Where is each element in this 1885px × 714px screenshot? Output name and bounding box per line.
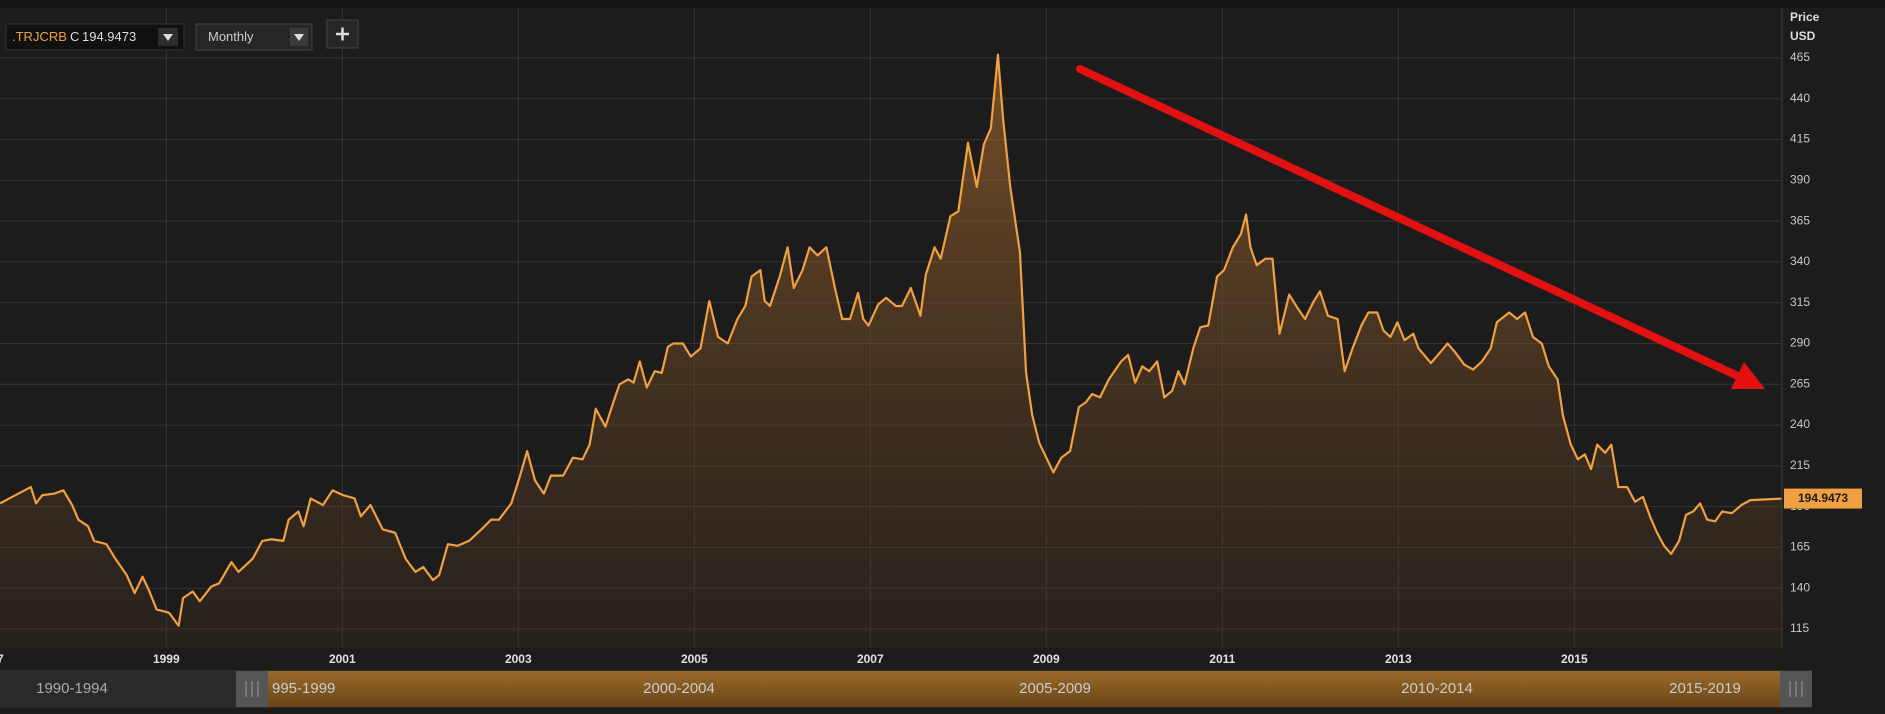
- interval: Monthly: [208, 29, 254, 44]
- x-tick-label: 2003: [505, 652, 532, 666]
- y-axis-title: Price: [1790, 10, 1820, 24]
- y-tick-label: 290: [1790, 336, 1810, 350]
- x-tick-label: 2015: [1561, 652, 1588, 666]
- y-tick-label: 215: [1790, 458, 1810, 472]
- x-tick-label: 2005: [681, 652, 708, 666]
- trend-arrow-head: [1731, 362, 1765, 389]
- navigator-label[interactable]: 2010-2014: [1401, 680, 1473, 697]
- x-tick-label: 2011: [1209, 652, 1235, 666]
- navigator-window[interactable]: [268, 671, 1780, 707]
- close-prefix: C: [70, 29, 79, 44]
- x-tick-label: 2007: [857, 652, 884, 666]
- navigator-label[interactable]: 2000-2004: [643, 680, 715, 697]
- last-value-badge: [1784, 488, 1862, 509]
- y-tick-label: 165: [1790, 540, 1810, 554]
- toolbar: .TRJCRB C 194.9473 Monthly: [5, 19, 359, 51]
- navigator: 1990-1994 995-1999 2000-2004 2005-2009 2…: [0, 670, 1812, 708]
- y-tick-label: 390: [1790, 173, 1810, 187]
- y-tick-label: 140: [1790, 580, 1810, 594]
- x-tick-label: 2009: [1033, 652, 1060, 666]
- navigator-label[interactable]: 995-1999: [272, 680, 335, 697]
- x-tick-label: 1999: [153, 652, 180, 666]
- symbol: .TRJCRB: [12, 29, 67, 44]
- plot-layer: [0, 53, 1782, 648]
- navigator-label[interactable]: 1990-1994: [36, 680, 108, 697]
- y-tick-label: 240: [1790, 417, 1810, 431]
- navigator-label[interactable]: 2015-2019: [1669, 680, 1741, 697]
- dropdown-arrow: [294, 34, 304, 41]
- area-fill: [0, 54, 1782, 648]
- y-tick-label: 365: [1790, 213, 1810, 227]
- trend-arrow: [1076, 65, 1746, 382]
- price-line: [0, 53, 1782, 627]
- top-border: [0, 0, 1885, 8]
- x-tick-label: 2013: [1385, 652, 1412, 666]
- y-axis-unit: USD: [1790, 29, 1816, 43]
- navigator-label[interactable]: 2005-2009: [1019, 680, 1091, 697]
- y-tick-label: 115: [1790, 621, 1809, 635]
- y-tick-label: 265: [1790, 376, 1810, 390]
- dropdown-arrow: [163, 34, 173, 41]
- y-tick-label: 315: [1790, 295, 1810, 309]
- symbol-box[interactable]: [5, 23, 185, 51]
- x-tick-label: 1997: [0, 652, 4, 666]
- close-value: 194.9473: [82, 29, 136, 44]
- last-value-label: 194.9473: [1798, 491, 1848, 505]
- y-tick-label: 340: [1790, 254, 1810, 268]
- y-tick-label: 465: [1790, 50, 1810, 64]
- y-tick-label: 415: [1790, 132, 1810, 146]
- x-tick-label: 2001: [329, 652, 356, 666]
- y-tick-label: 440: [1790, 91, 1810, 105]
- axis-layer: 1151401651902152402652903153403653904154…: [0, 8, 1862, 666]
